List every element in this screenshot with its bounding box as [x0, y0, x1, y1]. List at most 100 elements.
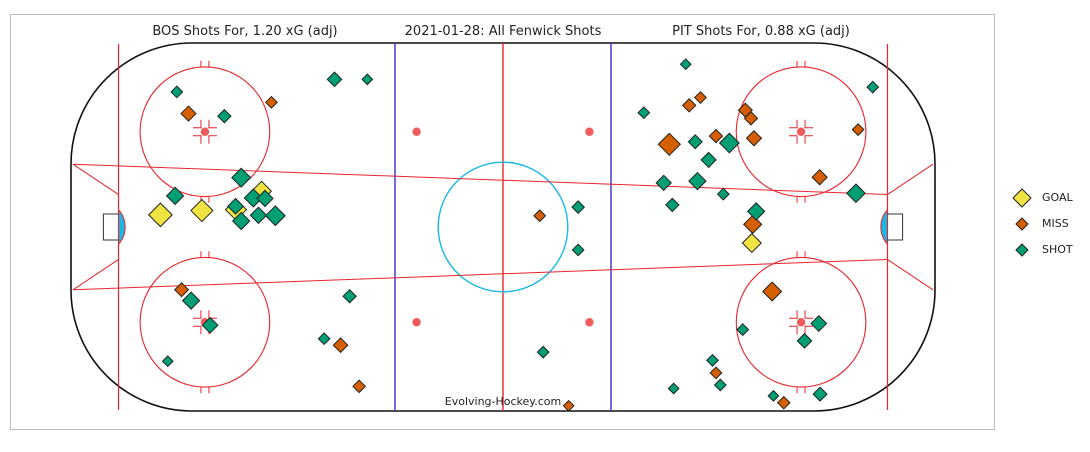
board-hash-line-2: [72, 163, 888, 196]
faceoff-hash-mark: [804, 119, 814, 129]
shot-shot-marker: [706, 353, 719, 367]
shot-shot-marker: [165, 186, 185, 206]
shot-shot-marker: [846, 183, 866, 204]
faceoff-hash-mark: [804, 310, 814, 319]
faceoff-hash-mark: [208, 119, 217, 129]
shot-shot-marker: [243, 188, 263, 208]
legend-goal: GOAL: [1010, 186, 1090, 212]
miss-diamond-icon: [1015, 217, 1029, 231]
neutral-zone-dot: [412, 318, 421, 327]
shot-shot-marker: [796, 332, 813, 349]
faceoff-hash-mark: [804, 325, 814, 335]
miss-shot-marker: [709, 366, 723, 380]
board-hash-line-1: [72, 259, 119, 291]
shot-shot-marker: [571, 200, 586, 214]
miss-shot-marker: [681, 98, 697, 113]
shot-shot-marker: [249, 206, 268, 225]
shot-shot-marker: [227, 197, 245, 215]
shot-shot-marker: [688, 171, 707, 191]
goal-shot-marker: [147, 202, 173, 228]
shot-shot-marker: [716, 187, 730, 201]
faceoff-hash-mark: [208, 135, 217, 144]
faceoff-hash-mark: [789, 310, 798, 319]
shot-shot-marker: [736, 323, 750, 337]
miss-shot-marker: [776, 395, 791, 410]
shot-shot-marker: [655, 174, 672, 192]
right-goal-net: [887, 213, 904, 241]
shot-shot-marker: [217, 108, 232, 124]
shot-shot-marker: [713, 378, 727, 392]
shot-shot-marker: [812, 386, 828, 402]
shot-shot-marker: [161, 355, 174, 368]
endzone-faceoff-circle: [735, 66, 867, 198]
shot-shot-marker: [746, 202, 766, 221]
center-faceoff-circle: [437, 161, 569, 293]
shot-shot-marker: [687, 134, 703, 150]
board-hash-line-right-1: [887, 259, 934, 291]
right-goal-crease: [880, 208, 888, 246]
shot-shot-marker: [571, 243, 585, 257]
faceoff-dot: [796, 318, 806, 327]
left-goal-net: [102, 213, 119, 241]
faceoff-hash-mark: [789, 325, 798, 335]
shot-shot-marker: [231, 167, 252, 188]
miss-shot-marker: [562, 399, 575, 412]
faceoff-hash-mark: [192, 325, 202, 335]
neutral-zone-dot: [585, 127, 594, 136]
miss-shot-marker: [811, 168, 828, 186]
watermark: Evolving-Hockey.com: [444, 395, 562, 408]
shot-shot-marker: [317, 332, 331, 346]
shot-shot-marker: [170, 85, 184, 99]
miss-shot-marker: [693, 91, 707, 105]
shot-shot-marker: [231, 211, 251, 231]
chart-title: 2021-01-28: All Fenwick Shots: [404, 24, 602, 39]
faceoff-hash-mark: [804, 135, 814, 144]
miss-shot-marker: [851, 123, 865, 137]
shot-shot-marker: [718, 132, 740, 154]
faceoff-dot: [796, 127, 806, 136]
neutral-zone-dot: [412, 127, 421, 136]
miss-shot-marker: [743, 214, 763, 235]
faceoff-hash-mark: [192, 135, 202, 144]
legend: GOAL MISS SHOT: [1010, 186, 1090, 264]
shot-shot-marker: [536, 345, 550, 359]
goal-shot-marker: [741, 232, 762, 254]
shot-shot-marker: [700, 151, 717, 169]
miss-shot-marker: [332, 337, 349, 354]
endzone-faceoff-circle: [139, 256, 271, 388]
board-hash-line-right-0: [887, 163, 934, 195]
shot-shot-marker: [256, 189, 274, 208]
legend-shot: SHOT: [1010, 238, 1090, 264]
miss-shot-marker: [745, 130, 763, 147]
shot-shot-marker: [767, 389, 780, 402]
shot-shot-marker: [326, 71, 343, 88]
miss-shot-marker: [352, 379, 367, 394]
shot-shot-marker: [866, 80, 880, 94]
left-goal-crease: [118, 208, 126, 246]
shot-shot-marker: [264, 205, 286, 227]
legend-goal-label: GOAL: [1042, 191, 1073, 204]
miss-shot-marker: [180, 105, 197, 122]
goal-shot-marker: [190, 198, 214, 223]
shot-shot-marker: [361, 73, 374, 86]
miss-shot-marker: [762, 281, 783, 302]
faceoff-hash-mark: [789, 119, 798, 129]
faceoff-hash-mark: [192, 119, 202, 129]
miss-shot-marker: [708, 128, 724, 144]
shot-shot-marker: [201, 316, 219, 334]
shot-shot-marker: [810, 315, 828, 333]
bos-title: BOS Shots For, 1.20 xG (adj): [152, 24, 338, 39]
shot-shot-marker: [667, 382, 680, 395]
faceoff-hash-mark: [192, 310, 202, 319]
miss-shot-marker: [743, 111, 759, 126]
miss-shot-marker: [173, 282, 190, 298]
legend-shot-label: SHOT: [1042, 243, 1073, 256]
shot-diamond-icon: [1015, 243, 1029, 257]
board-hash-line-0: [72, 163, 119, 195]
endzone-faceoff-circle: [139, 66, 271, 198]
shot-shot-marker: [637, 106, 651, 120]
shot-shot-marker: [342, 288, 357, 304]
pit-title: PIT Shots For, 0.88 xG (adj): [672, 24, 850, 39]
board-hash-line-3: [72, 258, 888, 291]
